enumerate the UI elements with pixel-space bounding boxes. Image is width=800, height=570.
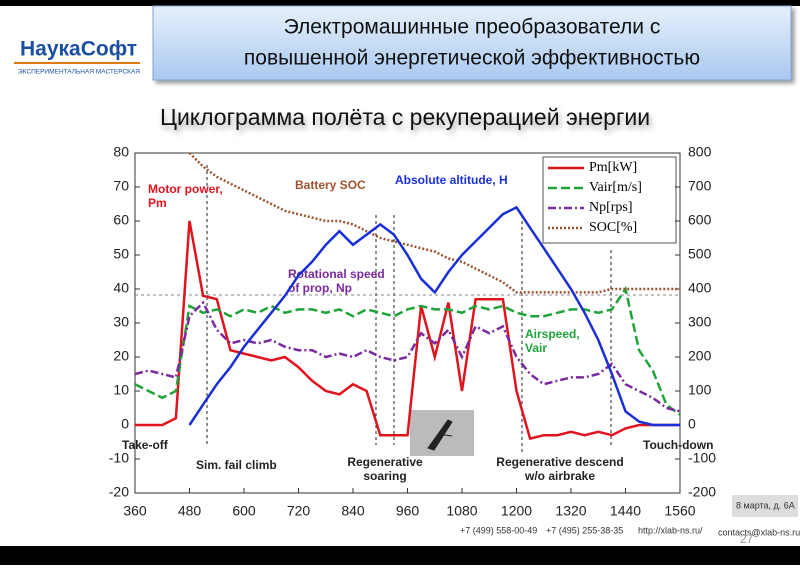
y-tick-label: 0 xyxy=(121,416,129,432)
y2-tick-label: 0 xyxy=(688,416,696,432)
annotation: soaring xyxy=(363,469,406,483)
y-tick-label: 70 xyxy=(113,178,129,194)
y2-tick-label: 200 xyxy=(688,348,712,364)
annotation: Pm xyxy=(148,196,167,210)
x-tick-label: 1200 xyxy=(501,503,532,519)
series-line xyxy=(188,205,680,427)
title-line: Электромашинные преобразователи с xyxy=(284,16,661,39)
y2-tick-label: 800 xyxy=(688,144,712,160)
legend-label: Np[rps] xyxy=(589,200,633,215)
annotation: Battery SOC xyxy=(295,178,366,192)
x-tick-label: 480 xyxy=(178,503,202,519)
annotation: of prop, Np xyxy=(288,281,352,295)
subtitle: Циклограмма полёта с рекуперацией энерги… xyxy=(160,104,650,130)
annotation: Motor power, xyxy=(148,182,223,196)
annotations: Motor power,Pm Battery SOC Absolute altitu… xyxy=(122,173,713,483)
legend: Pm[kW] Vair[m/s] Np[rps] SOC[%] xyxy=(542,156,677,244)
annotation: w/o airbrake xyxy=(524,469,595,483)
legend-label: SOC[%] xyxy=(589,220,637,235)
phone: +7 (495) 255-38-35 xyxy=(546,525,623,535)
y-tick-label: 80 xyxy=(113,144,129,160)
x-tick-label: 360 xyxy=(123,503,147,519)
x-tick-label: 720 xyxy=(287,503,311,519)
annotation: Vair xyxy=(525,341,547,355)
y2-tick-label: 300 xyxy=(688,314,712,330)
title-line: повышенной энергетической эффективностью xyxy=(244,47,700,70)
x-tick-label: 960 xyxy=(396,503,420,519)
y-tick-label: 40 xyxy=(113,280,129,296)
y-tick-label: 50 xyxy=(113,246,129,262)
y2-tick-label: 100 xyxy=(688,382,712,398)
y2-tick-label: -200 xyxy=(688,484,716,500)
y2-tick-label: 400 xyxy=(688,280,712,296)
annotation: Touch-down xyxy=(643,438,713,452)
x-tick-label: 1440 xyxy=(610,503,641,519)
y-tick-label: -20 xyxy=(109,484,129,500)
annotation: Absolute altitude, H xyxy=(395,173,508,187)
x-tick-label: 1080 xyxy=(446,503,477,519)
series-line xyxy=(134,285,681,416)
series-line xyxy=(134,300,681,413)
x-tick-label: 1560 xyxy=(664,503,695,519)
y2-tick-label: -100 xyxy=(688,450,716,466)
page-number: 27 xyxy=(740,532,754,546)
legend-label: Vair[m/s] xyxy=(589,180,642,195)
y-tick-label: 10 xyxy=(113,382,129,398)
logo: НаукаСофт xyxy=(20,38,137,61)
site: http://xlab-ns.ru/ xyxy=(638,525,703,535)
address-box xyxy=(732,495,798,517)
annotation: Sim. fail climb xyxy=(196,458,277,472)
y-tick-label: 60 xyxy=(113,212,129,228)
y2-tick-label: 600 xyxy=(688,212,712,228)
annotation: Regenerative descend xyxy=(496,455,623,469)
x-tick-label: 1320 xyxy=(555,503,586,519)
x-tick-label: 840 xyxy=(341,503,365,519)
address: 8 марта, д. 6А xyxy=(736,500,795,510)
bottom-strip xyxy=(0,546,800,565)
series-line xyxy=(135,220,680,441)
y-tick-label: 30 xyxy=(113,314,129,330)
plane-icon xyxy=(427,419,453,451)
y-tick-label: -10 xyxy=(109,450,129,466)
phone: +7 (499) 558-00-49 xyxy=(460,525,537,535)
series-line xyxy=(188,152,680,294)
annotation: Rotational speed xyxy=(288,267,385,281)
title-box xyxy=(152,5,792,81)
logo-subtitle: ЭКСПЕРИМЕНТАЛЬНАЯ МАСТЕРСКАЯ xyxy=(18,69,140,76)
legend-label: Pm[kW] xyxy=(589,160,637,175)
x-tick-label: 600 xyxy=(232,503,256,519)
annotation: Take-off xyxy=(122,438,169,452)
annotation: Regenerative xyxy=(347,455,423,469)
y-tick-label: 20 xyxy=(113,348,129,364)
y2-tick-label: 500 xyxy=(688,246,712,262)
email: contacts@xlab-ns.ru xyxy=(718,527,800,537)
top-strip xyxy=(0,0,800,6)
event-lines xyxy=(135,165,680,455)
annotation: Airspeed, xyxy=(525,327,580,341)
y2-tick-label: 700 xyxy=(688,178,712,194)
